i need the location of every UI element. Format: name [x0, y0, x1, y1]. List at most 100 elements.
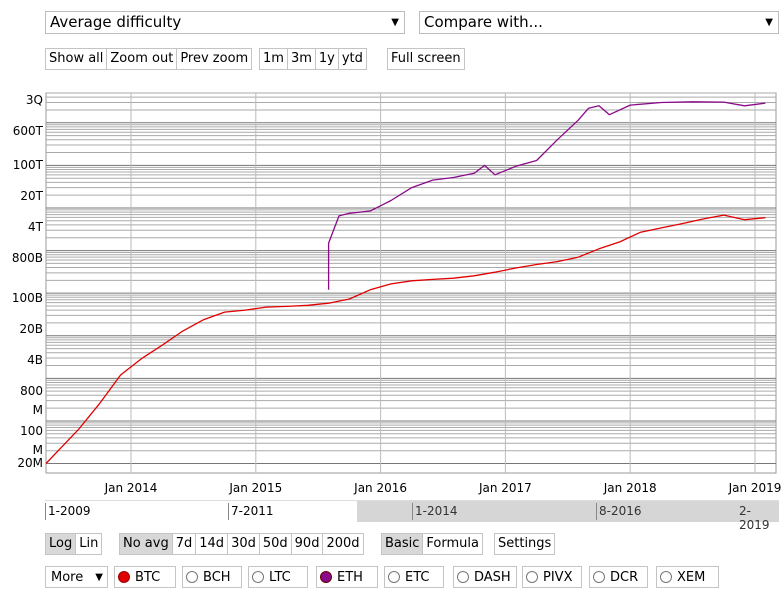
scale-lin-button[interactable]: Lin	[75, 534, 102, 554]
y-tick-label: 100	[20, 424, 43, 438]
metric-select[interactable]: Average difficulty ▼	[45, 11, 405, 34]
compare-select[interactable]: Compare with... ▼	[419, 11, 779, 34]
y-tick-label: 20B	[19, 322, 43, 336]
y-tick-label: M	[33, 443, 43, 457]
range-button-group: 1m 3m 1y ytd	[259, 48, 367, 70]
range-slider-tick	[228, 503, 229, 520]
more-select[interactable]: More ▼	[45, 566, 108, 588]
series-line-eth	[327, 101, 766, 290]
y-tick-label: M	[33, 403, 43, 417]
x-axis-labels: Jan 2014 Jan 2015 Jan 2016 Jan 2017 Jan 2018…	[104, 481, 782, 495]
chevron-down-icon: ▼	[765, 17, 773, 28]
metric-select-value: Average difficulty	[50, 13, 182, 31]
coin-label: ETH	[337, 569, 363, 585]
chevron-down-icon: ▼	[95, 571, 103, 583]
y-tick-label: 100B	[12, 291, 43, 305]
compare-select-value: Compare with...	[424, 13, 543, 31]
range-slider-tick	[45, 503, 46, 520]
y-tick-label: 600T	[13, 124, 44, 138]
avg-90d-button[interactable]: 90d	[290, 534, 323, 554]
y-tick-label: 100T	[13, 158, 44, 172]
range-label-selected-start: 1-2014	[415, 504, 458, 518]
range-label-selected-end: 2-2019	[739, 504, 770, 532]
y-tick-label: 800B	[12, 251, 43, 265]
chart-grid	[45, 92, 777, 474]
coin-toggle-xem[interactable]: XEM	[656, 566, 719, 588]
coin-toggle-dcr[interactable]: DCR	[589, 566, 648, 588]
coin-toggle-ltc[interactable]: LTC	[248, 566, 308, 588]
radio-icon	[118, 571, 130, 583]
mode-formula-button[interactable]: Formula	[422, 534, 482, 554]
settings-button-group: Settings	[494, 533, 556, 555]
more-select-label: More	[51, 569, 84, 585]
difficulty-chart[interactable]: 3Q600T100T20T4T800B100B20B4B800M100M20M …	[0, 0, 784, 500]
radio-icon	[252, 571, 264, 583]
x-tick-label: Jan 2017	[478, 481, 532, 495]
avg-none-button[interactable]: No avg	[120, 534, 172, 554]
prev-zoom-button[interactable]: Prev zoom	[176, 49, 252, 69]
coin-label: BTC	[135, 569, 161, 585]
avg-200d-button[interactable]: 200d	[322, 534, 363, 554]
x-tick-label: Jan 2015	[228, 481, 282, 495]
scale-button-group: Log Lin	[45, 533, 103, 555]
avg-14d-button[interactable]: 14d	[195, 534, 228, 554]
chevron-down-icon: ▼	[391, 17, 399, 28]
x-tick-label: Jan 2016	[353, 481, 407, 495]
radio-icon	[660, 571, 672, 583]
mode-basic-button[interactable]: Basic	[382, 534, 423, 554]
coin-label: DCR	[610, 569, 639, 585]
range-ytd-button[interactable]: ytd	[337, 49, 366, 69]
range-slider-tick	[412, 503, 413, 520]
range-1y-button[interactable]: 1y	[314, 49, 338, 69]
plot-frame	[45, 92, 777, 474]
y-tick-label: 20T	[20, 189, 43, 203]
range-slider-selected[interactable]	[357, 501, 779, 522]
range-label-full-start: 1-2009	[48, 504, 91, 518]
range-label-selected-mid: 8-2016	[599, 504, 642, 518]
avg-50d-button[interactable]: 50d	[258, 534, 291, 554]
range-3m-button[interactable]: 3m	[286, 49, 315, 69]
average-button-group: No avg 7d 14d 30d 50d 90d 200d	[119, 533, 364, 555]
coin-label: PIVX	[543, 569, 573, 585]
coin-toggle-btc[interactable]: BTC	[114, 566, 176, 588]
x-tick-label: Jan 2014	[104, 481, 158, 495]
range-label-full-mid: 7-2011	[231, 504, 274, 518]
radio-icon	[457, 571, 469, 583]
fullscreen-button[interactable]: Full screen	[388, 49, 464, 69]
x-tick-label: Jan 2018	[603, 481, 657, 495]
y-tick-label: 4B	[27, 353, 43, 367]
show-all-button[interactable]: Show all	[46, 49, 107, 69]
chart-series	[45, 101, 766, 464]
coin-toggle-pivx[interactable]: PIVX	[522, 566, 582, 588]
coin-label: DASH	[474, 569, 511, 585]
radio-icon	[526, 571, 538, 583]
radio-icon	[320, 571, 332, 583]
range-slider[interactable]: 1-2009 7-2011 1-2014 8-2016 2-2019	[45, 500, 779, 532]
coin-label: XEM	[677, 569, 706, 585]
coin-toggle-dash[interactable]: DASH	[453, 566, 517, 588]
scale-log-button[interactable]: Log	[46, 534, 76, 554]
coin-label: LTC	[269, 569, 291, 585]
zoom-button-group: Show all Zoom out Prev zoom	[45, 48, 253, 70]
zoom-out-button[interactable]: Zoom out	[106, 49, 177, 69]
radio-icon	[388, 571, 400, 583]
y-tick-label: 4T	[28, 220, 44, 234]
coin-toggle-etc[interactable]: ETC	[384, 566, 444, 588]
y-tick-label: 20M	[17, 456, 43, 470]
radio-icon	[593, 571, 605, 583]
fullscreen-button-group: Full screen	[387, 48, 465, 70]
x-tick-label: Jan 2019	[728, 481, 782, 495]
coin-label: ETC	[405, 569, 430, 585]
y-tick-label: 800	[20, 384, 43, 398]
range-1m-button[interactable]: 1m	[260, 49, 287, 69]
range-slider-tick	[596, 503, 597, 520]
radio-icon	[186, 571, 198, 583]
avg-30d-button[interactable]: 30d	[227, 534, 259, 554]
y-tick-label: 3Q	[26, 93, 43, 107]
settings-button[interactable]: Settings	[495, 534, 555, 554]
mode-button-group: Basic Formula	[381, 533, 483, 555]
coin-toggle-bch[interactable]: BCH	[182, 566, 242, 588]
avg-7d-button[interactable]: 7d	[171, 534, 196, 554]
coin-toggle-eth[interactable]: ETH	[316, 566, 378, 588]
